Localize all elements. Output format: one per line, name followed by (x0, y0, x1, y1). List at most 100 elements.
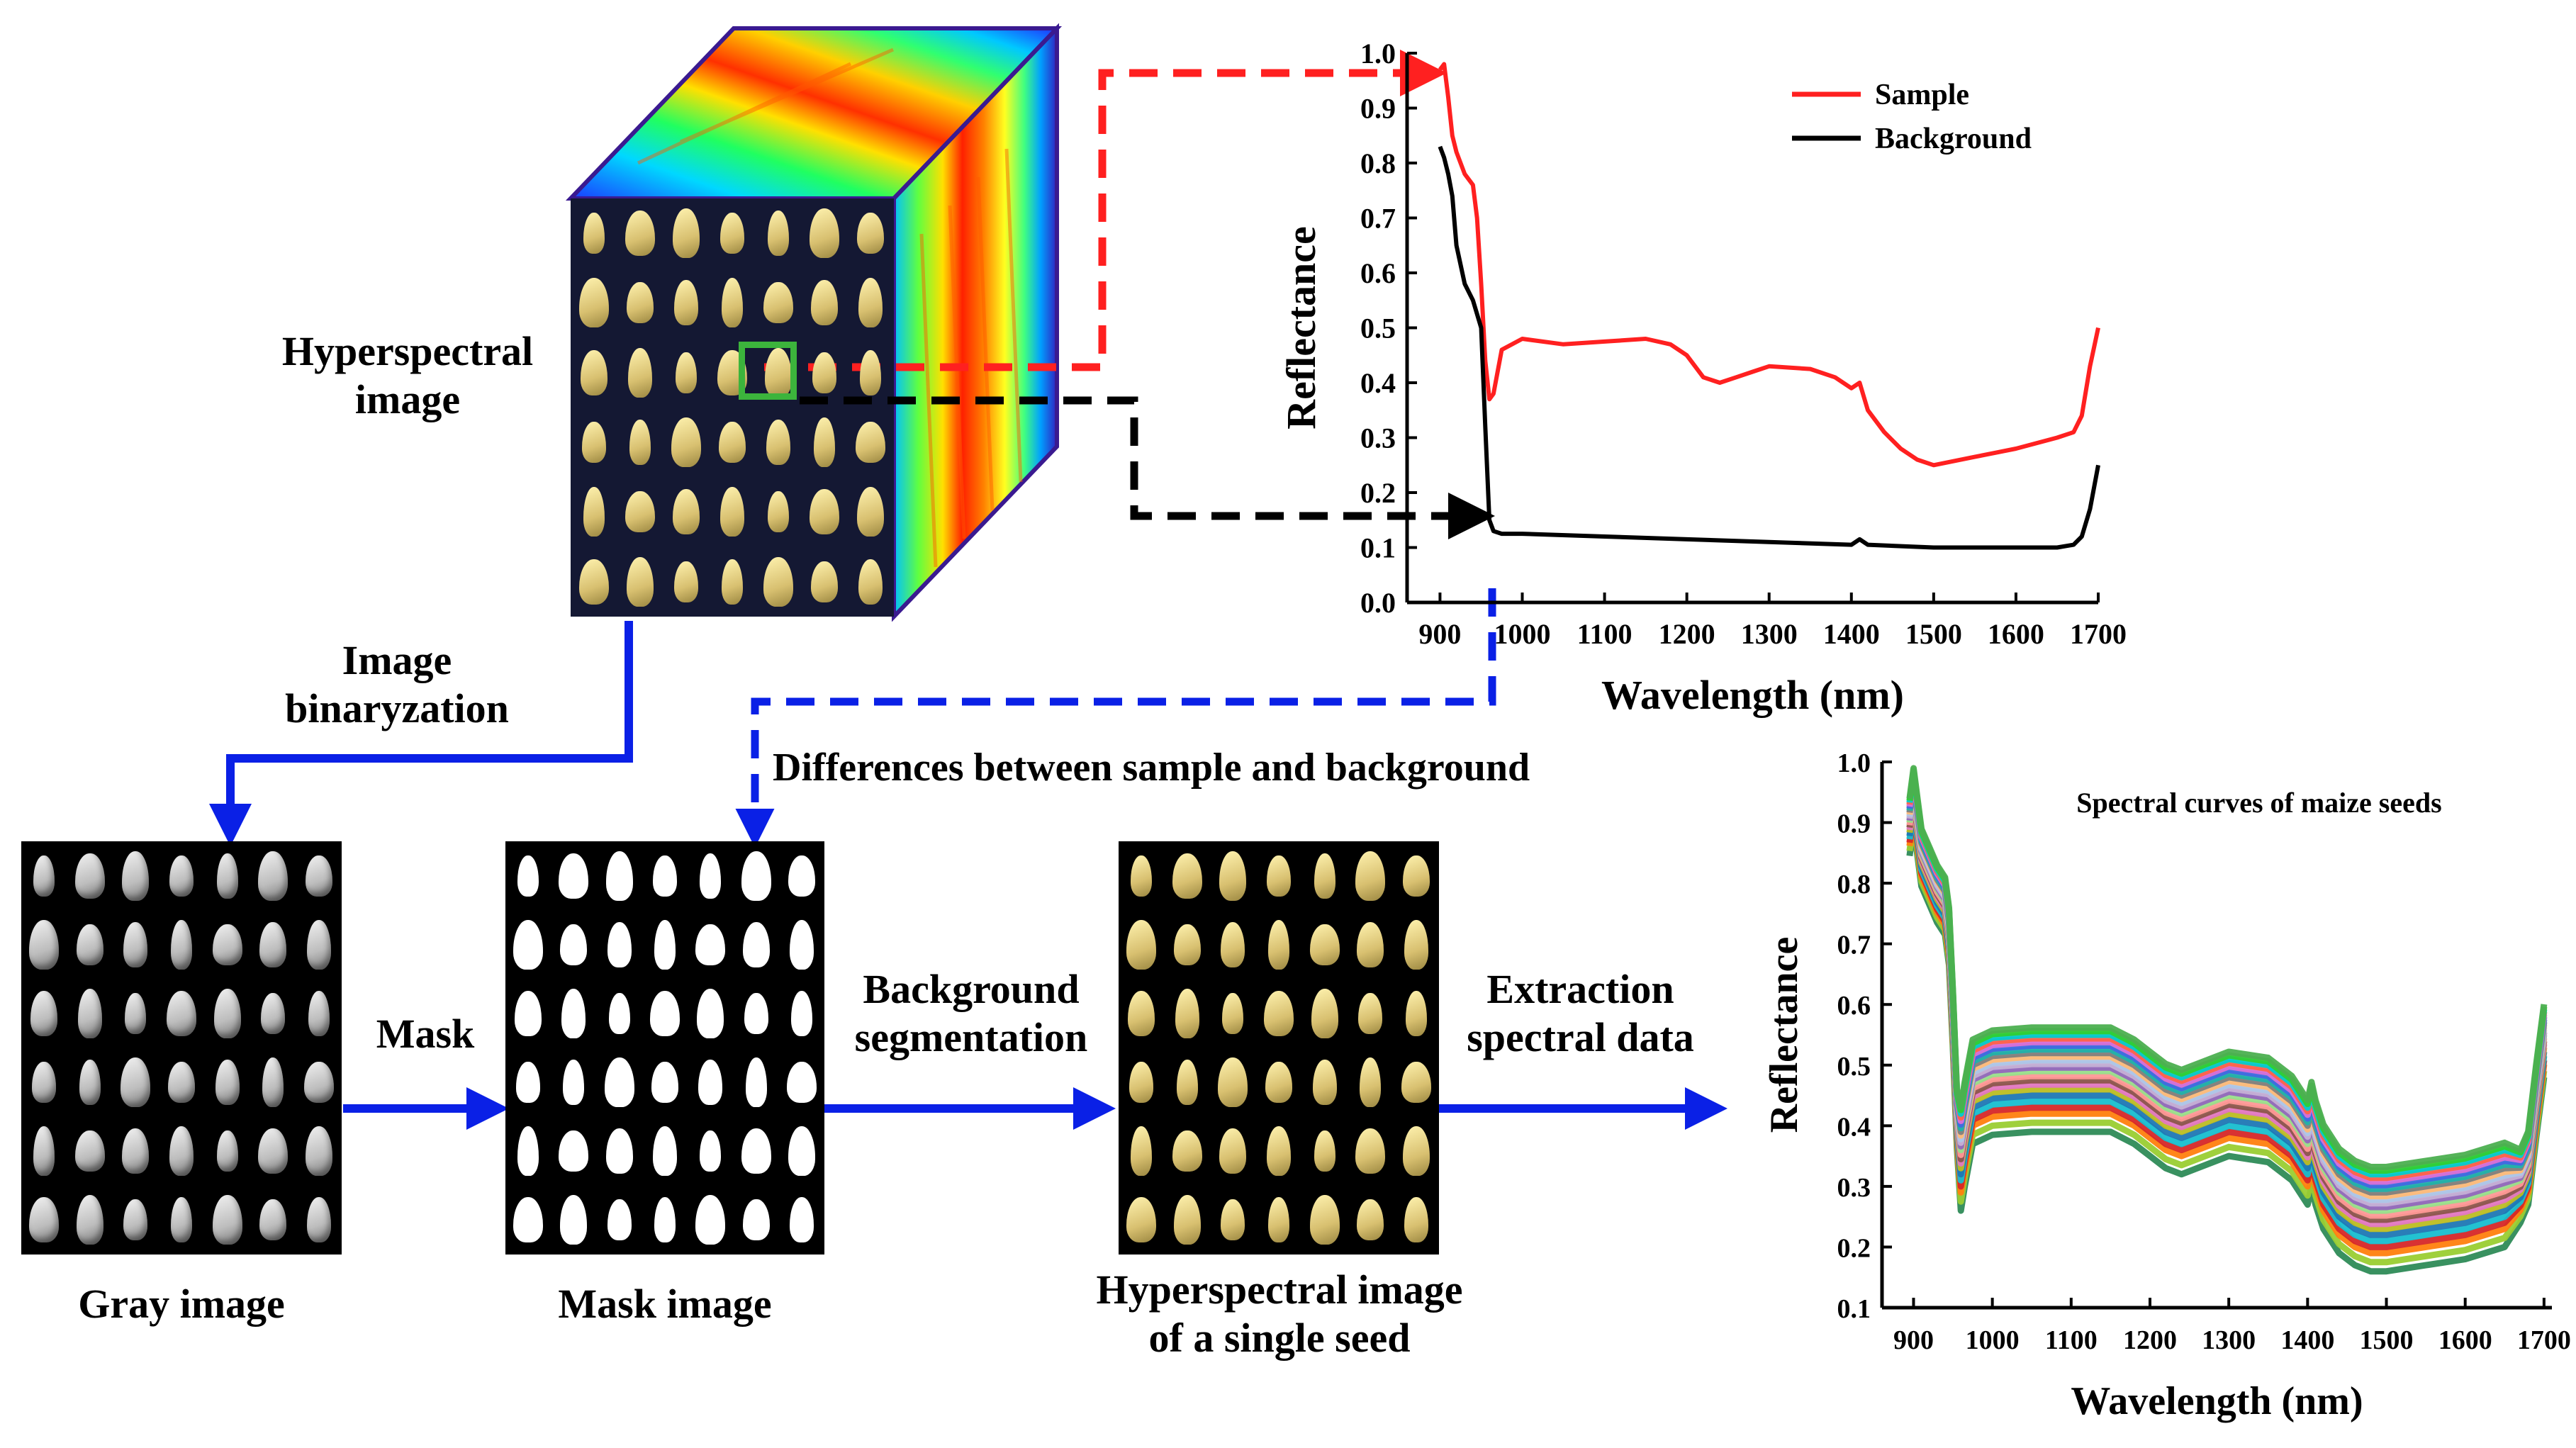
seed (765, 347, 793, 398)
seed (169, 855, 194, 897)
seed (625, 491, 655, 533)
seed (768, 491, 790, 533)
seed (213, 988, 241, 1038)
y-tick-label: 1.0 (1837, 748, 1871, 778)
seed (812, 352, 837, 393)
seed (303, 1062, 334, 1104)
x-axis-label: Wavelength (nm) (2071, 1379, 2363, 1423)
seed (212, 1195, 242, 1245)
seed (515, 990, 542, 1036)
seed (74, 1130, 105, 1172)
y-axis-label: Reflectance (1762, 937, 1806, 1133)
seed (583, 213, 605, 254)
seed (671, 417, 701, 468)
seed (581, 422, 606, 464)
y-axis-label: Reflectance (1278, 226, 1324, 430)
x-tick-label: 1500 (1905, 618, 1962, 650)
maize-spectra-chart: 900 1000 1100 1200 1300 1400 1500 1600 1700 0.1 0.… (1762, 748, 2571, 1423)
seed (1176, 1060, 1198, 1106)
seed (1173, 924, 1201, 965)
seed (29, 919, 60, 970)
y-tick-label: 0.6 (1837, 991, 1871, 1021)
mask-image-panel (505, 841, 824, 1255)
seed (654, 919, 676, 970)
seed (811, 561, 839, 602)
y-tick-label: 1.0 (1360, 38, 1396, 69)
chart1-text: 900 1000 1100 1200 1300 1400 1500 1600 1700 0.0 0.… (1278, 38, 2127, 718)
seed (1265, 1062, 1292, 1104)
x-tick-label: 900 (1418, 618, 1461, 650)
seed (1126, 919, 1157, 970)
seed (167, 1062, 195, 1104)
seed (857, 213, 885, 254)
seed (122, 851, 150, 901)
seed (561, 988, 586, 1038)
seed (651, 1062, 678, 1104)
seed (695, 924, 726, 965)
y-tick-label: 0.5 (1837, 1052, 1871, 1082)
seed (814, 417, 836, 468)
seed (673, 561, 698, 602)
x-tick-label: 1400 (1823, 618, 1880, 650)
seed (1266, 1126, 1291, 1177)
seed (695, 1195, 726, 1245)
y-tick-label: 0.6 (1360, 257, 1396, 289)
spectral-curve (1906, 765, 2548, 1170)
chart1-legend: Sample Background (1792, 79, 2032, 155)
seed (563, 1060, 585, 1106)
seed (559, 1130, 589, 1172)
seed (122, 1128, 150, 1174)
seed (1128, 990, 1155, 1036)
y-tick-label: 0.9 (1360, 93, 1396, 125)
x-axis-label: Wavelength (nm) (1601, 672, 1904, 718)
seed (215, 1060, 240, 1106)
seed (560, 1195, 588, 1245)
seed (1314, 853, 1335, 899)
chart2-title: Spectral curves of maize seeds (2076, 787, 2441, 819)
single-seed-label-l1: Hyperspectral image (1096, 1267, 1463, 1313)
seed (125, 992, 147, 1034)
y-tick-label: 0.2 (1837, 1233, 1871, 1263)
seed (583, 487, 605, 537)
seed (76, 924, 103, 965)
x-tick-label: 1700 (2070, 618, 2127, 650)
seed (216, 1130, 238, 1172)
seed (76, 1195, 103, 1245)
seed (652, 1126, 677, 1177)
seed (216, 853, 238, 899)
image-binaryzation-label: Image binaryzation (269, 636, 525, 734)
seed (1404, 919, 1428, 970)
seed (629, 420, 651, 466)
seed (789, 1197, 814, 1243)
y-tick-label: 0.8 (1837, 870, 1871, 899)
seed (860, 349, 882, 395)
seed (608, 992, 630, 1034)
chart2-axes (1880, 761, 2552, 1310)
hyperspectral-image-label: Hyperspectral image (241, 327, 574, 425)
seed (1263, 990, 1294, 1036)
seed (259, 921, 287, 967)
y-tick-label: 0.2 (1360, 477, 1396, 509)
seed (30, 990, 58, 1036)
seed (697, 988, 724, 1038)
chart2-series (1906, 765, 2548, 1275)
seed (513, 1197, 544, 1243)
single-seed-label-l2: of a single seed (1148, 1315, 1411, 1362)
seed (698, 1060, 723, 1106)
seed (626, 556, 654, 607)
x-tick-label: 1100 (2045, 1325, 2098, 1355)
seed (259, 1199, 287, 1241)
roi-box (739, 342, 797, 400)
seed (789, 919, 814, 970)
y-tick-label: 0.3 (1837, 1173, 1871, 1203)
y-tick-label: 0.1 (1837, 1294, 1871, 1324)
seed (858, 559, 883, 605)
x-tick-label: 1200 (1659, 618, 1715, 650)
sample-spectrum-arrow (764, 50, 1447, 371)
x-tick-label: 1600 (1988, 618, 2044, 650)
image-binaryzation-label-l1: Image (342, 637, 452, 683)
seed (517, 1126, 539, 1177)
seed (1358, 992, 1383, 1034)
y-tick-label: 0.0 (1360, 587, 1396, 619)
seed (1266, 855, 1291, 897)
